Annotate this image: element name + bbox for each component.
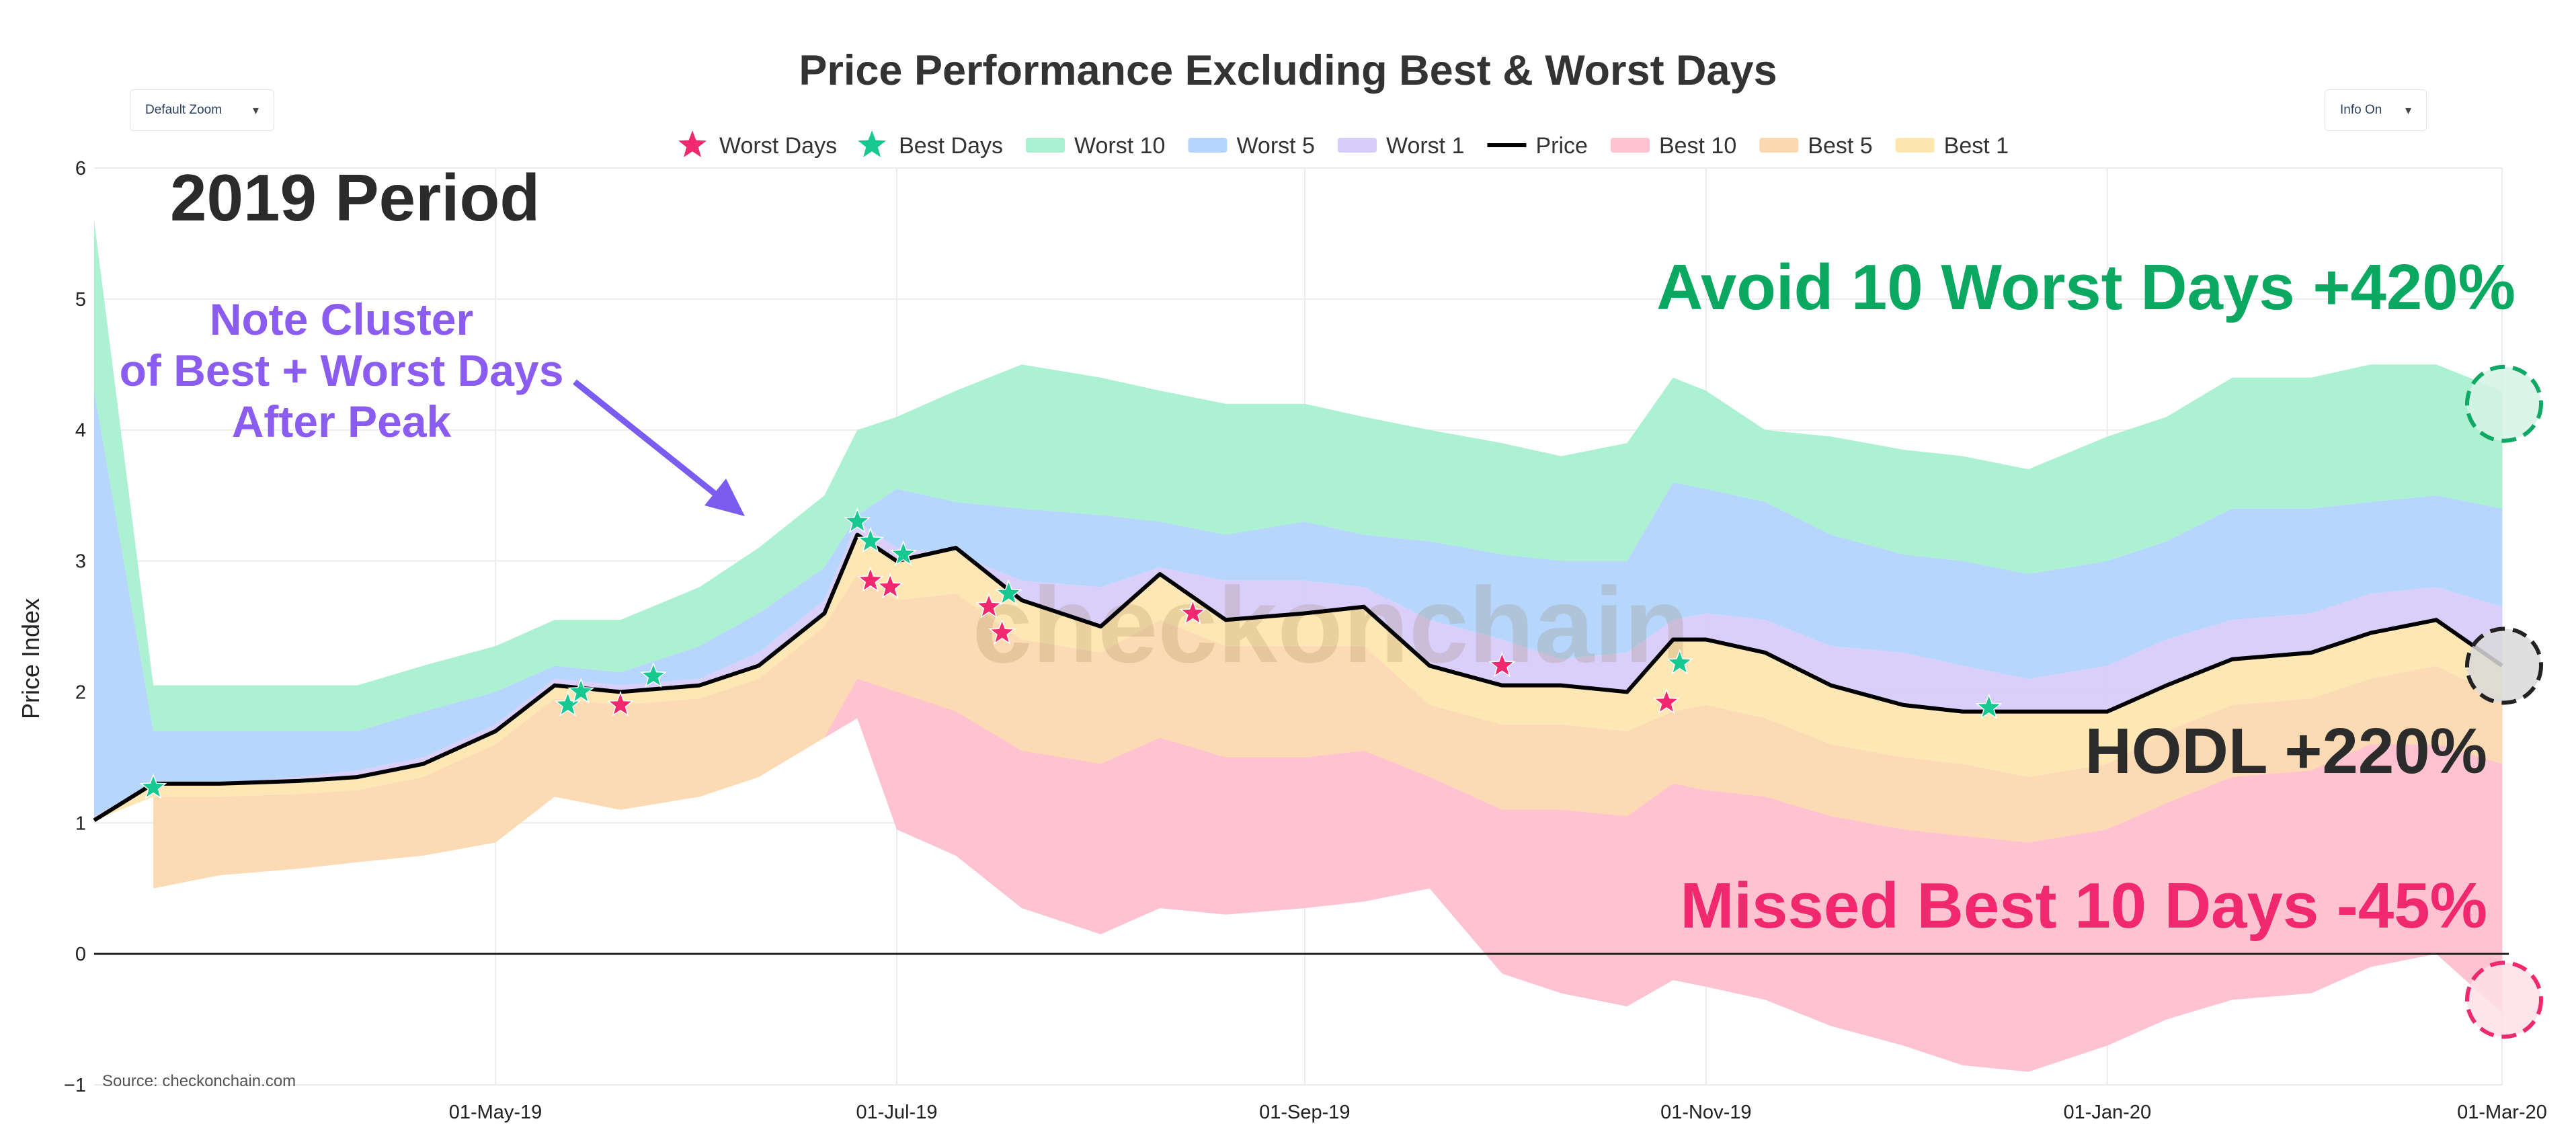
best-day-star [1666,649,1693,675]
y-tick-label: 4 [75,420,86,442]
band-worst-1 [94,522,2502,821]
y-tick-label: 6 [75,158,86,179]
y-tick-label: −1 [64,1075,86,1096]
info-dropdown[interactable]: Info On ▾ [2325,89,2427,131]
zoom-dropdown-label: Default Zoom [145,103,223,117]
avoid-annotation: Avoid 10 Worst Days +420% [1656,251,2515,323]
y-tick-label: 3 [75,551,86,573]
y-tick-label: 5 [75,289,86,311]
end-markers [2465,364,2543,1039]
price-line [93,532,2503,822]
worst-day-star [1179,599,1207,625]
band-best-5 [153,574,2502,889]
best-day-star [844,507,871,534]
y-tick-label: 1 [75,813,86,834]
worst-day-star [606,690,635,717]
legend-item-label: Worst 1 [1386,133,1465,159]
worst-day-star [975,592,1003,618]
legend-band-icon [1895,138,1935,153]
x-tick-label: 01-Jul-19 [856,1102,938,1123]
legend-band-icon [1337,138,1377,153]
worst-day-star [877,573,904,599]
band-best-10-fill [153,678,2502,1072]
note-line-2: of Best + Worst Days [120,345,564,395]
price-layer [93,532,2503,822]
band-worst-10 [94,220,2502,731]
legend-item-label: Worst Days [719,133,837,159]
chevron-down-icon: ▾ [252,103,259,117]
zoom-dropdown[interactable]: Default Zoom ▾ [130,89,274,131]
watermark-layer: checkonchain [972,565,1689,685]
hodl-annotation: HODL +220% [2085,715,2488,787]
legend-item-label: Best 5 [1808,133,1872,159]
y-tick-label: 0 [75,944,86,965]
legend-item-label: Worst 5 [1236,133,1315,159]
band-worst-5 [94,391,2502,817]
end-marker-circle [2465,961,2543,1039]
x-tick-label: 01-Sep-19 [1259,1102,1350,1123]
x-tick-label: 01-Nov-19 [1660,1102,1751,1123]
worst-day-star [1488,651,1516,678]
worst-day-star [1652,688,1681,715]
x-axis: 01-May-19 01-Jul-19 01-Sep-19 01-Nov-19 01-J… [449,1102,2547,1123]
note-arrow [573,379,745,516]
x-tick-label: 01-Jan-20 [2063,1102,2151,1123]
legend-item-label: Best 10 [1659,133,1736,159]
note-line-1: Note Cluster [210,294,473,344]
legend-item-label: Best 1 [1944,133,2009,159]
source-label: Source: checkonchain.com [102,1072,296,1090]
missed-annotation: Missed Best 10 Days -45% [1680,870,2487,942]
legend-band-icon [1026,138,1065,153]
best-day-star [639,661,668,688]
end-marker-circle [2465,364,2543,443]
chart-title: Price Performance Excluding Best & Worst… [799,47,1777,94]
legend-band-icon [1610,138,1650,153]
y-tick-label: 2 [75,682,86,703]
y-axis-label: Price Index [17,598,44,719]
area-bands [94,220,2502,1072]
best-day-star [889,540,917,566]
best-day-star [139,773,167,799]
worst-day-star [988,618,1016,645]
legend-band-icon [1188,138,1227,153]
end-marker-circle [2465,626,2543,705]
info-dropdown-label: Info On [2340,103,2382,117]
best-day-star [554,690,581,717]
x-tick-label: 01-Mar-20 [2457,1102,2547,1123]
chevron-down-icon: ▾ [2405,103,2411,117]
band-best-1 [94,534,2502,821]
best-day-star [856,527,884,553]
day-markers [139,507,2003,799]
period-label: 2019 Period [170,161,540,235]
best-day-star [1975,693,2003,719]
legend-item-label: Best Days [899,133,1003,159]
watermark-text: checkonchain [972,565,1689,685]
legend: Worst Days Best Days Worst 10 Worst 5 Worst … [678,130,2009,159]
x-tick-label: 01-May-19 [449,1102,542,1123]
legend-item-label: Price [1535,133,1587,159]
legend-item-label: Worst 10 [1074,133,1165,159]
best-day-star [567,678,595,704]
y-axis: 6 5 4 3 2 1 0 −1 [64,158,86,1096]
note-line-3: After Peak [232,397,452,446]
worst-day-star [856,566,884,592]
legend-star-icon [858,130,886,157]
legend-star-icon [678,130,707,157]
legend-band-icon [1759,138,1799,153]
best-day-star [995,579,1022,606]
